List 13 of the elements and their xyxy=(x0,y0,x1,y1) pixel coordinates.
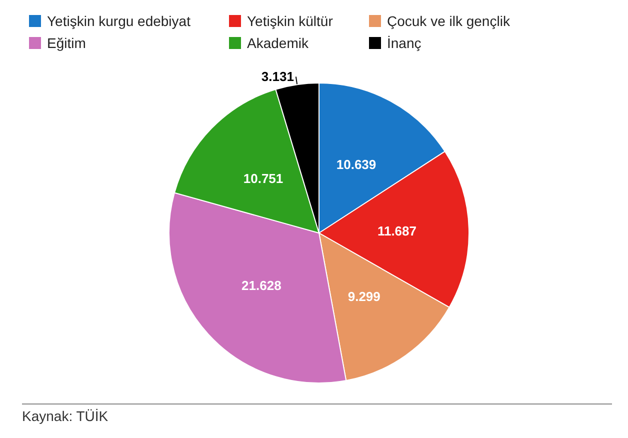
legend-label: Yetişkin kurgu edebiyat xyxy=(47,13,191,29)
data-label: 11.687 xyxy=(377,223,416,238)
legend-label: Eğitim xyxy=(47,35,86,51)
legend-label: Yetişkin kültür xyxy=(247,13,334,29)
data-label: 9.299 xyxy=(348,289,380,304)
legend-label: İnanç xyxy=(387,35,422,51)
text: Kaynak: TÜİK xyxy=(22,408,109,424)
data-label: 10.751 xyxy=(243,170,284,186)
legend-label: Akademik xyxy=(247,35,310,51)
legend-label: Çocuk ve ilk gençlik xyxy=(387,13,511,29)
data-label: 21.628 xyxy=(242,278,282,294)
data-label: 3.131 xyxy=(261,69,294,84)
data-label: 10.639 xyxy=(336,156,376,172)
